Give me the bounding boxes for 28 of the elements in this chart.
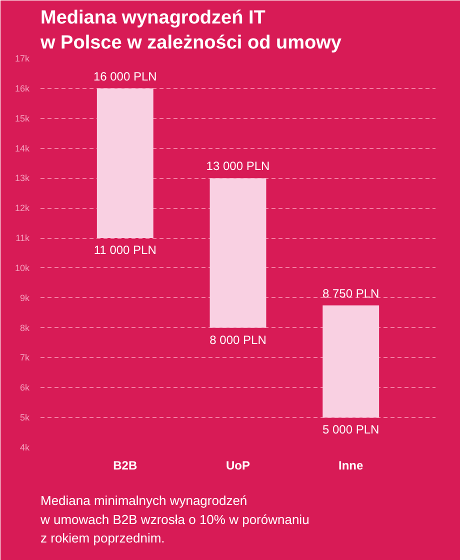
bar: [210, 178, 266, 328]
y-tick-label: 10k: [14, 262, 30, 273]
bar: [96, 88, 154, 238]
y-tick-label: 11k: [16, 233, 30, 244]
bar: [322, 305, 380, 418]
annotation: 5 000 PLN: [322, 422, 380, 437]
y-tick-label: 5k: [20, 412, 30, 423]
annotation: 8 750 PLN: [322, 286, 380, 300]
annotation: 11 000 PLN: [94, 243, 156, 258]
x-tick-label: Inne: [338, 458, 364, 472]
x-tick-label: B2B: [113, 458, 138, 472]
y-tick-label: 15k: [14, 113, 30, 124]
annotation: 8 000 PLN: [210, 332, 266, 347]
y-tick-label: 16k: [14, 83, 30, 94]
y-tick-label: 4k: [20, 442, 30, 452]
y-tick-label: 12k: [14, 203, 30, 214]
annotation: 16 000 PLN: [93, 69, 157, 84]
text: Mediana minimalnych wynagrodzeń w umowach B2B wzrosła o 10% w porównaniu z rokiem poprzednim.: [40, 493, 310, 546]
y-tick-label: 13k: [14, 173, 30, 184]
y-tick-label: 6k: [20, 382, 30, 393]
x-tick-label: UoP: [226, 458, 250, 472]
chart-title: Mediana wynagrodzeń IT w Polsce w zależności od umowy: [40, 7, 342, 54]
annotation: 13 000 PLN: [206, 159, 270, 174]
y-tick-label: 8k: [20, 322, 30, 333]
y-tick-label: 17k: [14, 54, 30, 64]
y-tick-label: 7k: [20, 352, 30, 363]
y-tick-label: 9k: [20, 292, 30, 303]
y-tick-label: 14k: [14, 143, 30, 154]
